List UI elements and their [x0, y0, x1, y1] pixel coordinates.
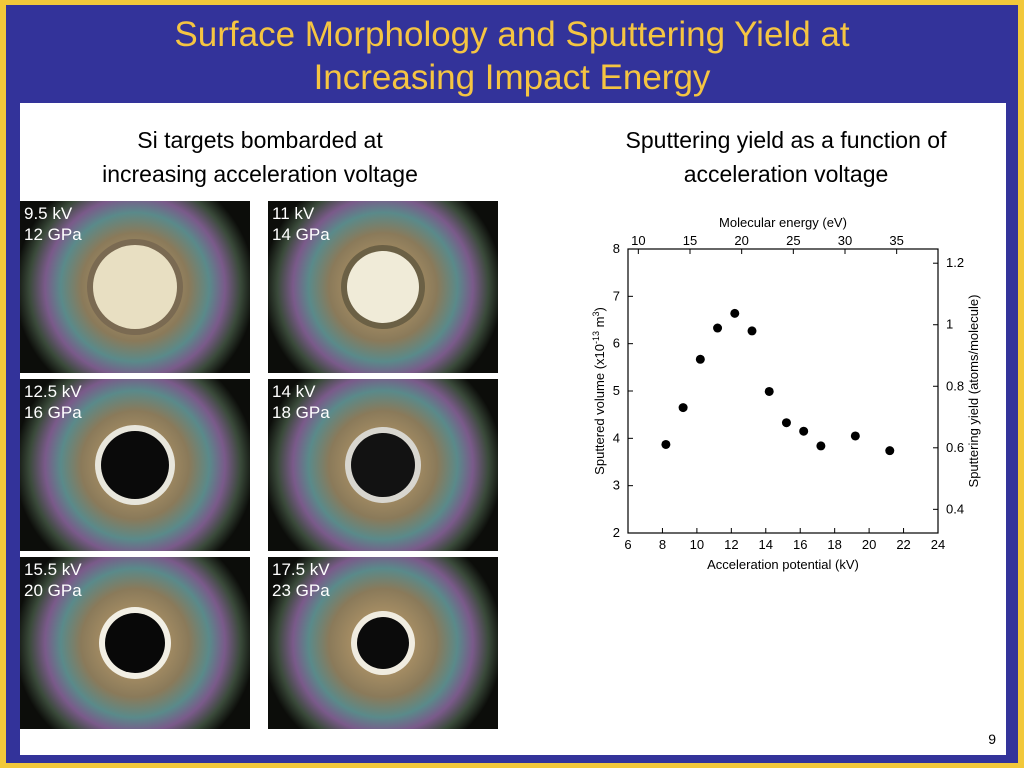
right-axis-label: Sputtering yield (atoms/molecule) — [966, 295, 981, 488]
image-label: 11 kV 14 GPa — [272, 203, 330, 245]
y-tick-label: 6 — [613, 336, 620, 351]
data-point — [661, 439, 671, 449]
voltage-label: 14 kV — [272, 382, 316, 401]
left-caption: Si targets bombarded at increasing accel… — [40, 123, 480, 191]
x-tick-label: 14 — [759, 537, 773, 552]
x-axis-label: Acceleration potential (kV) — [707, 557, 859, 572]
voltage-label: 12.5 kV — [24, 382, 82, 401]
y-tick-label: 5 — [613, 383, 620, 398]
crater-image — [20, 379, 250, 551]
si-target-image: 15.5 kV 20 GPa — [20, 557, 250, 729]
y-tick-label: 8 — [613, 241, 620, 256]
y-tick-label: 7 — [613, 288, 620, 303]
image-label: 17.5 kV 23 GPa — [272, 559, 330, 601]
slide-content: Si targets bombarded at increasing accel… — [20, 103, 1006, 755]
page-number: 9 — [988, 731, 996, 747]
sputtering-chart: 6 8 10 12 14 16 18 20 22 24 2 3 4 5 6 7 8 10 15 20 25 30 35 0.4… — [591, 215, 981, 572]
data-point — [764, 386, 774, 396]
y-label-unit: m — [592, 317, 607, 331]
slide-frame: Surface Morphology and Sputtering Yield … — [6, 5, 1018, 763]
y-label-close: ) — [592, 307, 607, 311]
pressure-label: 16 GPa — [24, 403, 82, 422]
crater-image — [20, 557, 250, 729]
right-tick-label: 0.4 — [946, 501, 964, 516]
y-label-exp2: 3 — [591, 312, 601, 317]
points-layer — [661, 308, 895, 456]
si-target-image: 11 kV 14 GPa — [268, 201, 498, 373]
data-point — [850, 431, 860, 441]
right-tick-label: 1.2 — [946, 255, 964, 270]
data-point — [816, 441, 826, 451]
data-point — [678, 403, 688, 413]
y-label-exp1: -13 — [591, 331, 601, 344]
right-caption: Sputtering yield as a function of accele… — [576, 123, 996, 191]
x-tick-label: 22 — [896, 537, 910, 552]
pressure-label: 12 GPa — [24, 225, 82, 244]
slide-title: Surface Morphology and Sputtering Yield … — [6, 13, 1018, 99]
si-target-image: 14 kV 18 GPa — [268, 379, 498, 551]
top-axis-label: Molecular energy (eV) — [719, 215, 847, 230]
left-caption-line-2: increasing acceleration voltage — [102, 161, 418, 187]
top-tick-label: 30 — [838, 233, 852, 248]
x-tick-label: 8 — [659, 537, 666, 552]
si-target-image: 9.5 kV 12 GPa — [20, 201, 250, 373]
x-tick-label: 12 — [724, 537, 738, 552]
data-point — [781, 418, 791, 428]
top-tick-label: 35 — [889, 233, 903, 248]
x-tick-label: 10 — [690, 537, 704, 552]
si-target-image: 17.5 kV 23 GPa — [268, 557, 498, 729]
voltage-label: 17.5 kV — [272, 560, 330, 579]
pressure-label: 20 GPa — [24, 581, 82, 600]
crater-image — [20, 201, 250, 373]
data-point — [713, 323, 723, 333]
title-line-1: Surface Morphology and Sputtering Yield … — [174, 15, 850, 54]
crater-image — [268, 557, 498, 729]
plot-frame — [627, 248, 939, 534]
tick-layer: 6 8 10 12 14 16 18 20 22 24 2 3 4 5 6 7 8 10 15 20 25 30 35 0.4… — [613, 233, 964, 552]
data-point — [747, 326, 757, 336]
si-target-image: 12.5 kV 16 GPa — [20, 379, 250, 551]
x-tick-label: 6 — [624, 537, 631, 552]
x-tick-label: 18 — [827, 537, 841, 552]
right-tick-label: 1 — [946, 317, 953, 332]
right-tick-label: 0.6 — [946, 440, 964, 455]
x-tick-label: 20 — [862, 537, 876, 552]
top-tick-label: 15 — [683, 233, 697, 248]
title-line-2: Increasing Impact Energy — [313, 58, 711, 97]
image-grid: 9.5 kV 12 GPa 11 kV 14 GPa 12.5 kV 16 GPa 14 k… — [20, 201, 498, 731]
data-point — [799, 426, 809, 436]
left-caption-line-1: Si targets bombarded at — [137, 127, 383, 153]
image-label: 14 kV 18 GPa — [272, 381, 330, 423]
data-point — [885, 446, 895, 456]
x-tick-label: 16 — [793, 537, 807, 552]
pressure-label: 18 GPa — [272, 403, 330, 422]
voltage-label: 9.5 kV — [24, 204, 73, 223]
data-point — [730, 308, 740, 318]
right-tick-label: 0.8 — [946, 378, 964, 393]
pressure-label: 14 GPa — [272, 225, 330, 244]
voltage-label: 15.5 kV — [24, 560, 82, 579]
right-caption-line-2: acceleration voltage — [683, 161, 889, 187]
y-tick-label: 3 — [613, 478, 620, 493]
right-caption-line-1: Sputtering yield as a function of — [625, 127, 947, 153]
image-label: 9.5 kV 12 GPa — [24, 203, 82, 245]
image-label: 15.5 kV 20 GPa — [24, 559, 82, 601]
y-tick-label: 4 — [613, 430, 620, 445]
top-tick-label: 10 — [631, 233, 645, 248]
voltage-label: 11 kV — [272, 204, 315, 223]
data-point — [695, 354, 705, 364]
crater-image — [268, 201, 498, 373]
image-label: 12.5 kV 16 GPa — [24, 381, 82, 423]
y-label-main: Sputtered volume (x10 — [592, 344, 607, 475]
x-tick-label: 24 — [931, 537, 945, 552]
y-axis-label: Sputtered volume (x10-13 m3) — [591, 307, 607, 475]
y-tick-label: 2 — [613, 525, 620, 540]
crater-image — [268, 379, 498, 551]
pressure-label: 23 GPa — [272, 581, 330, 600]
top-tick-label: 20 — [734, 233, 748, 248]
top-tick-label: 25 — [786, 233, 800, 248]
